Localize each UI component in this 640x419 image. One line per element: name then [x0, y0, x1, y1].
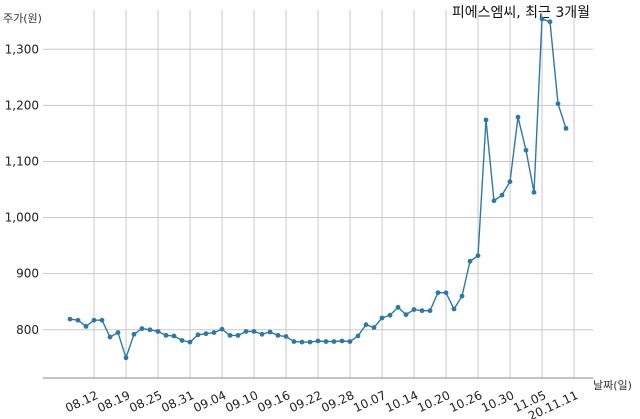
- x-tick-label: 09.10: [223, 388, 260, 415]
- data-point: [259, 331, 265, 337]
- data-point: [451, 306, 457, 312]
- data-point: [331, 339, 337, 344]
- data-point: [251, 329, 257, 334]
- data-point: [403, 312, 409, 318]
- data-point: [427, 308, 433, 314]
- x-tick-label: 10.20: [415, 388, 452, 415]
- y-tick-label: 1,100: [5, 154, 39, 168]
- data-point: [491, 198, 497, 204]
- data-point: [371, 325, 377, 330]
- data-point: [91, 317, 97, 323]
- data-point: [83, 323, 89, 329]
- data-point: [467, 258, 473, 264]
- data-point: [115, 330, 121, 335]
- y-tick-label: 1,000: [5, 211, 39, 225]
- data-point: [347, 339, 353, 344]
- x-tick-label: 08.12: [63, 388, 100, 415]
- data-point: [395, 304, 401, 310]
- data-point: [443, 290, 449, 296]
- x-tick-label: 08.25: [127, 388, 164, 415]
- data-point: [475, 253, 481, 259]
- data-point: [515, 114, 521, 120]
- data-point: [107, 334, 113, 340]
- data-point: [555, 101, 561, 107]
- data-point: [507, 179, 513, 185]
- data-point: [131, 331, 137, 337]
- data-point: [435, 290, 441, 296]
- x-tick-label: 10.07: [351, 388, 388, 415]
- data-point: [163, 332, 169, 338]
- data-point: [411, 307, 417, 312]
- data-point: [227, 332, 233, 338]
- data-point: [315, 338, 321, 344]
- data-point: [459, 293, 465, 299]
- data-point: [267, 329, 273, 335]
- data-point: [211, 330, 217, 335]
- data-point: [67, 316, 73, 322]
- price-series: [67, 16, 569, 361]
- x-tick-label: 10.26: [447, 388, 484, 415]
- data-point: [171, 333, 177, 339]
- x-tick-label: 10.30: [479, 388, 516, 415]
- data-point: [387, 312, 393, 318]
- data-point: [539, 16, 545, 22]
- data-point: [323, 339, 329, 344]
- data-point: [483, 117, 489, 123]
- x-axis-label: 날짜(일): [593, 378, 632, 392]
- chart-title: 피에스엠씨, 최근 3개월: [452, 5, 590, 21]
- data-point: [179, 338, 185, 343]
- data-point: [339, 338, 345, 344]
- data-point: [235, 332, 241, 338]
- data-point: [523, 147, 529, 153]
- data-point: [499, 192, 505, 198]
- data-point: [419, 308, 425, 314]
- data-point: [307, 339, 313, 345]
- y-tick-labels: 800 900 1,000 1,100 1,200 1,300: [5, 42, 39, 336]
- data-point: [243, 329, 249, 334]
- x-tick-label: 09.28: [319, 388, 356, 415]
- data-point: [155, 329, 161, 334]
- x-tick-label: 10.14: [383, 388, 420, 415]
- data-point: [203, 331, 209, 337]
- data-point: [275, 332, 281, 338]
- data-point: [75, 317, 81, 323]
- x-tick-label: 08.31: [159, 388, 196, 415]
- data-point: [355, 333, 361, 339]
- y-tick-label: 800: [16, 323, 39, 337]
- y-tick-label: 1,200: [5, 98, 39, 112]
- data-point: [291, 339, 297, 344]
- data-point: [363, 322, 369, 328]
- data-point: [123, 355, 129, 361]
- y-tick-label: 1,300: [5, 42, 39, 56]
- data-point: [139, 326, 145, 332]
- data-point: [299, 339, 305, 345]
- data-point: [547, 19, 553, 25]
- data-point: [195, 332, 201, 338]
- y-tick-label: 900: [16, 267, 39, 281]
- data-point: [99, 317, 105, 323]
- x-tick-label: 09.16: [255, 388, 292, 415]
- x-tick-labels: 08.1208.1908.2508.3109.0409.1009.1609.22…: [63, 388, 580, 419]
- data-point: [187, 339, 193, 345]
- data-point: [283, 334, 289, 339]
- data-point: [563, 125, 569, 131]
- data-point: [379, 315, 385, 321]
- data-point: [531, 189, 537, 195]
- data-point: [147, 327, 153, 333]
- grid-lines: [43, 10, 593, 378]
- y-axis-label: 주가(원): [3, 12, 42, 25]
- data-point: [219, 326, 225, 332]
- x-tick-label: 09.04: [191, 388, 228, 415]
- x-tick-label: 09.22: [287, 388, 324, 415]
- x-tick-label: 08.19: [95, 388, 132, 415]
